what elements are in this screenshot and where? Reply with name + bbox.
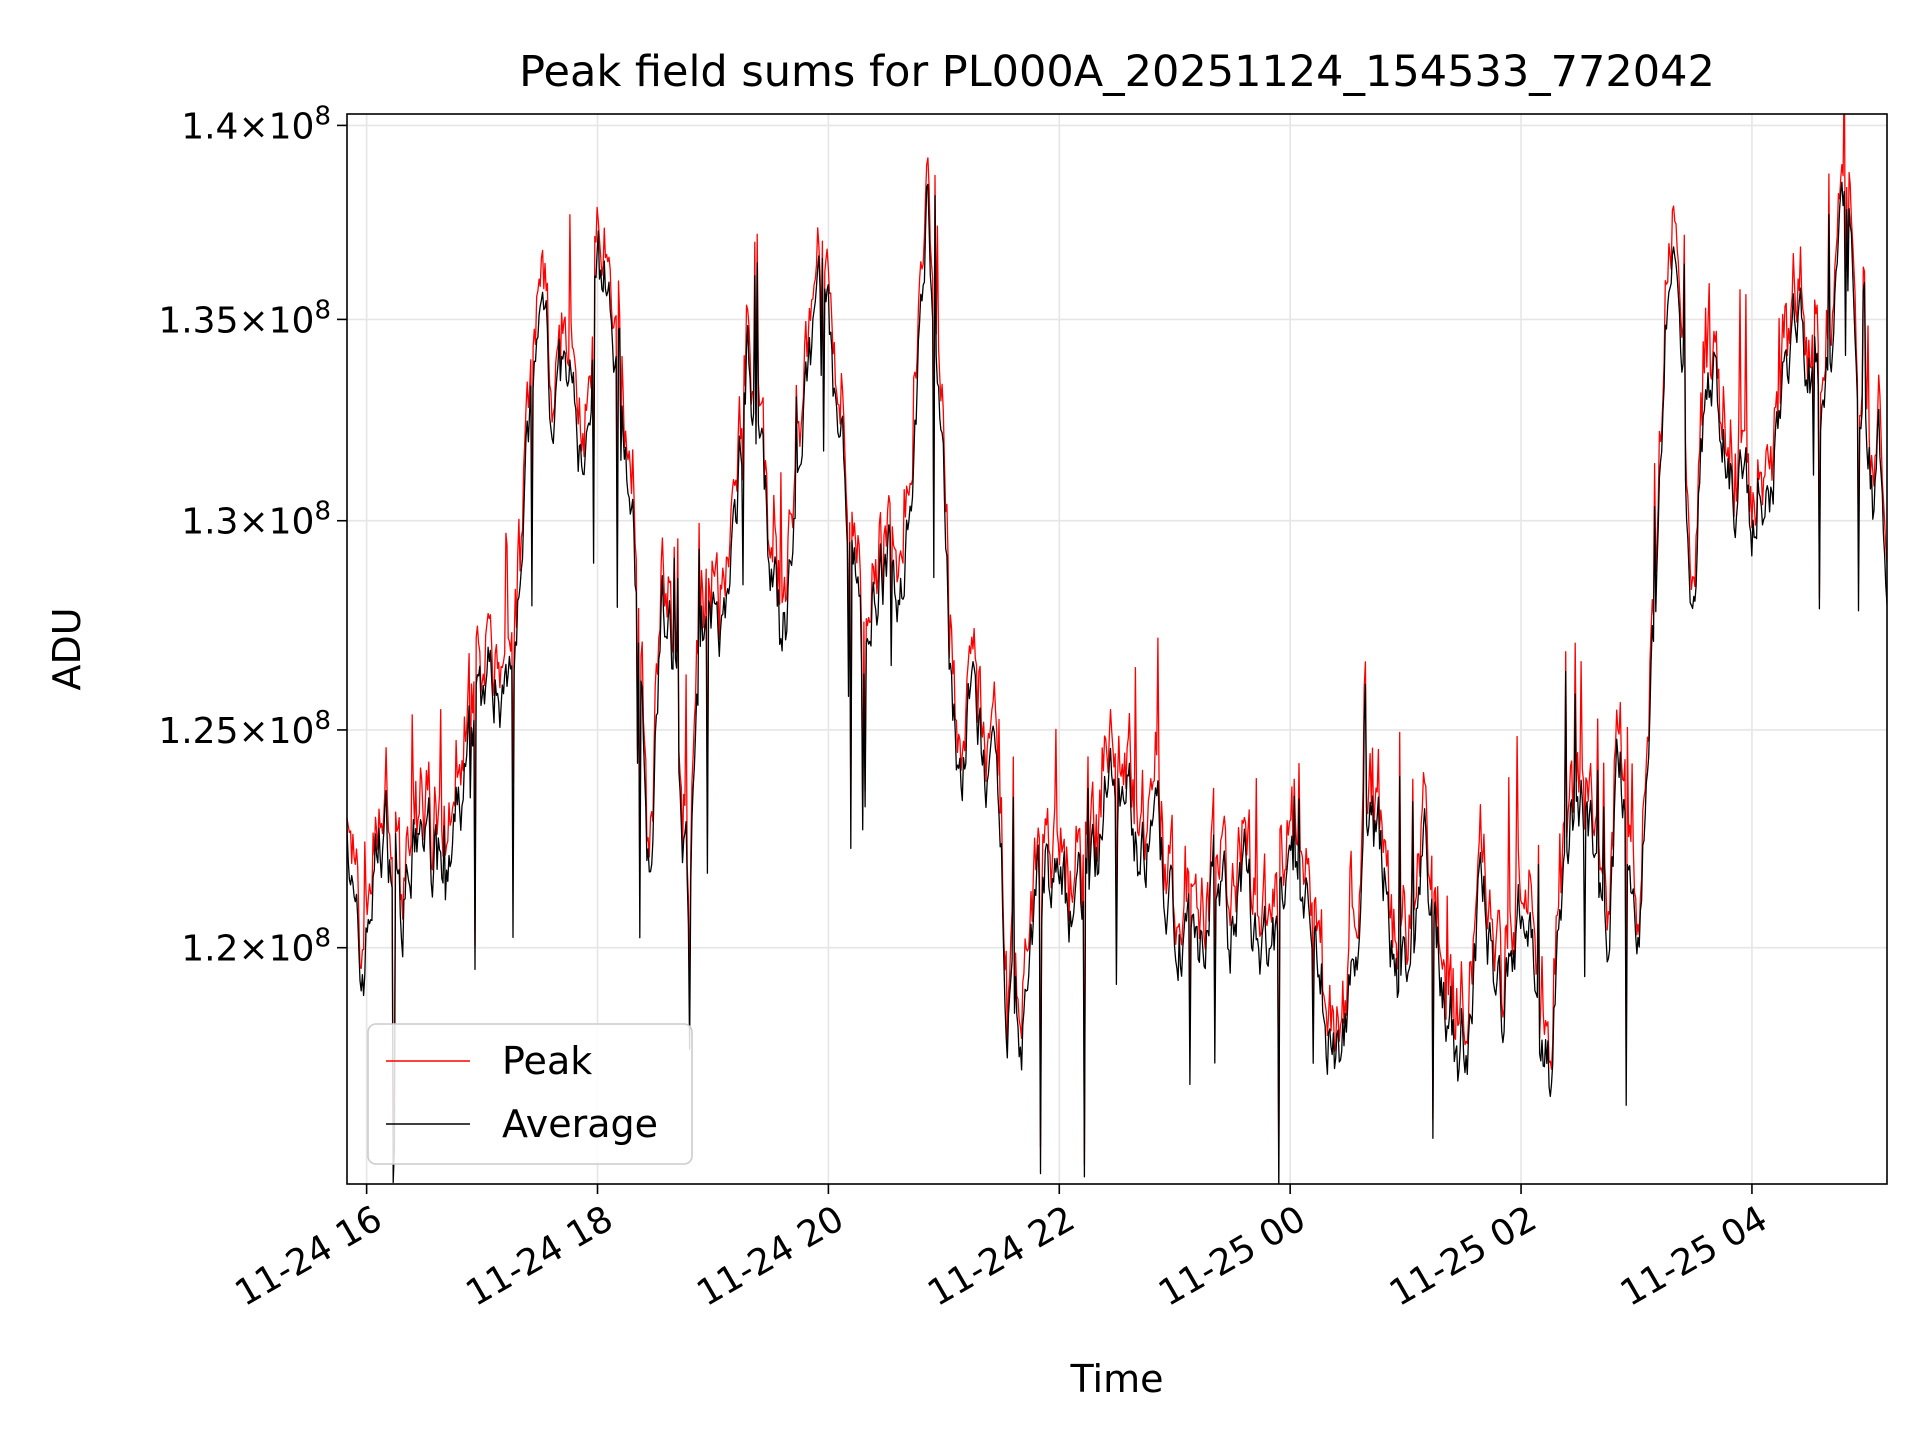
y-tick-base: 10 [269, 502, 315, 543]
x-axis-label: Time [1070, 1357, 1164, 1401]
y-tick-exponent: 8 [314, 497, 331, 527]
y-tick-mantissa: 1.35 [158, 300, 238, 341]
legend-average-label: Average [502, 1102, 658, 1146]
chart-title: Peak field sums for PL000A_20251124_1545… [519, 47, 1715, 97]
legend-peak-label: Peak [502, 1039, 592, 1083]
y-tick-mantissa: 1.4 [181, 106, 238, 147]
y-tick-exponent: 8 [314, 706, 331, 736]
y-tick-times: × [238, 711, 268, 752]
y-tick-label: 1.3×108 [181, 497, 331, 543]
y-tick-times: × [238, 300, 268, 341]
legend: Peak Average [367, 1023, 693, 1165]
legend-box [367, 1023, 693, 1165]
y-tick-base: 10 [269, 300, 315, 341]
y-tick-base: 10 [269, 711, 315, 752]
y-tick-mantissa: 1.3 [181, 502, 238, 543]
y-tick-mantissa: 1.25 [158, 711, 238, 752]
y-tick-base: 10 [269, 106, 315, 147]
series-average-line [347, 181, 1887, 1184]
y-tick-exponent: 8 [314, 295, 331, 325]
y-tick-mantissa: 1.2 [181, 929, 238, 970]
y-tick-base: 10 [269, 929, 315, 970]
y-tick-times: × [238, 106, 268, 147]
y-tick-label: 1.25×108 [158, 706, 331, 752]
y-tick-label: 1.35×108 [158, 295, 331, 341]
y-tick-times: × [238, 929, 268, 970]
plot-frame [346, 113, 1888, 1185]
y-tick-exponent: 8 [314, 101, 331, 131]
y-tick-label: 1.2×108 [181, 924, 331, 970]
y-tick-times: × [238, 502, 268, 543]
y-tick-label: 1.4×108 [181, 101, 331, 147]
y-axis-label: ADU [45, 607, 89, 690]
y-tick-exponent: 8 [314, 924, 331, 954]
